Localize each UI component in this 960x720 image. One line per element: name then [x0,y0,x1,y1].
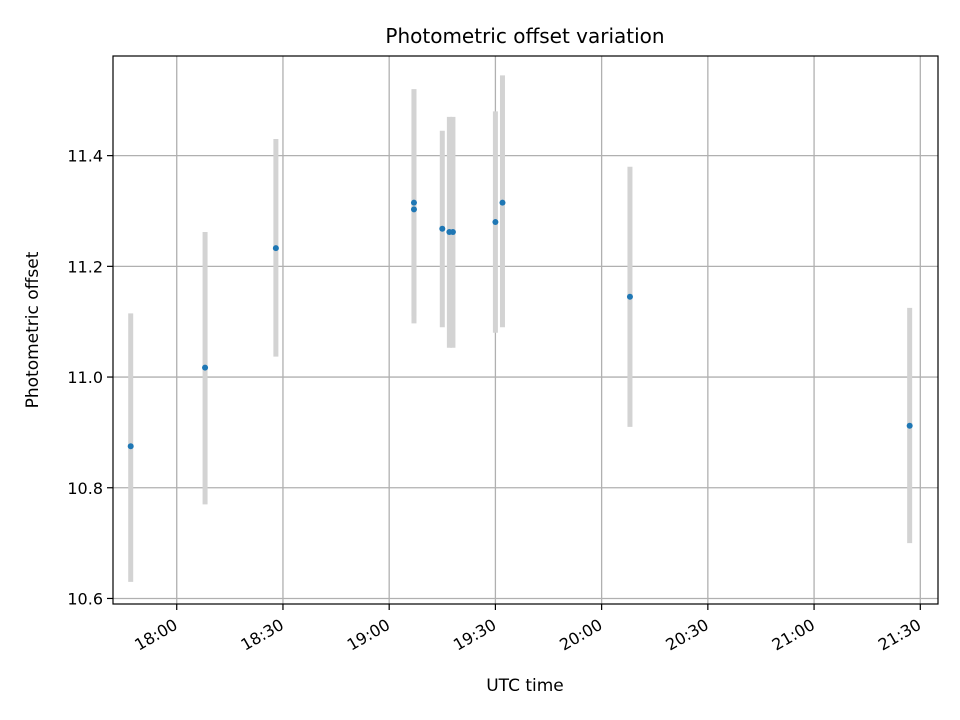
point-layer [127,199,913,450]
y-tick-label: 10.6 [67,589,103,608]
data-point [449,229,456,236]
data-point [439,225,446,232]
data-point [626,293,633,300]
y-tick-label: 11.2 [67,257,103,276]
data-point [499,199,506,206]
data-point [202,364,209,371]
grid-layer [113,56,938,604]
data-point [906,422,913,429]
plot-frame [112,55,939,605]
data-point [272,245,279,252]
chart-title: Photometric offset variation [385,24,664,48]
y-tick-label: 10.8 [67,479,103,498]
data-point [127,443,134,450]
data-point [492,219,499,226]
data-point [410,199,417,206]
x-axis-label: UTC time [486,676,564,696]
y-tick-label: 11.0 [67,368,103,387]
data-point [410,206,417,213]
y-tick-label: 11.4 [67,147,103,166]
y-axis-label: Photometric offset [23,251,43,408]
